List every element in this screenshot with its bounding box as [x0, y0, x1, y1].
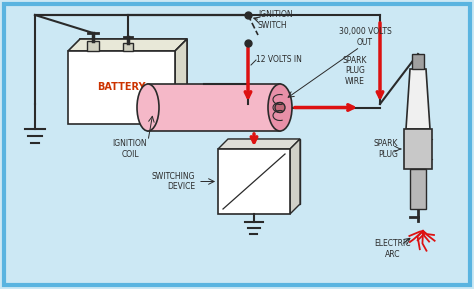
- FancyBboxPatch shape: [218, 149, 290, 214]
- Ellipse shape: [268, 84, 292, 131]
- FancyBboxPatch shape: [148, 84, 280, 131]
- Text: IGNITION
COIL: IGNITION COIL: [113, 139, 147, 159]
- Circle shape: [275, 103, 285, 112]
- Text: 12 VOLTS IN: 12 VOLTS IN: [256, 55, 302, 64]
- FancyBboxPatch shape: [412, 54, 424, 69]
- Polygon shape: [68, 39, 187, 51]
- Text: ELECTRIC
ARC: ELECTRIC ARC: [375, 239, 411, 259]
- Polygon shape: [404, 129, 432, 169]
- Polygon shape: [175, 39, 187, 124]
- FancyBboxPatch shape: [123, 43, 133, 51]
- Text: SWITCHING
DEVICE: SWITCHING DEVICE: [152, 172, 195, 191]
- Ellipse shape: [137, 84, 159, 131]
- Polygon shape: [228, 139, 300, 204]
- Text: IGNITION
SWITCH: IGNITION SWITCH: [258, 10, 292, 30]
- FancyBboxPatch shape: [87, 41, 99, 51]
- Polygon shape: [218, 139, 300, 149]
- Text: BATTERY: BATTERY: [97, 82, 146, 92]
- Text: SPARK
PLUG: SPARK PLUG: [374, 139, 398, 159]
- Text: SPARK
PLUG
WIRE: SPARK PLUG WIRE: [343, 56, 367, 86]
- Polygon shape: [290, 139, 300, 214]
- Polygon shape: [80, 39, 187, 112]
- FancyBboxPatch shape: [68, 51, 175, 124]
- FancyBboxPatch shape: [410, 169, 426, 209]
- Text: 30,000 VOLTS
OUT: 30,000 VOLTS OUT: [338, 27, 392, 47]
- Polygon shape: [406, 69, 430, 129]
